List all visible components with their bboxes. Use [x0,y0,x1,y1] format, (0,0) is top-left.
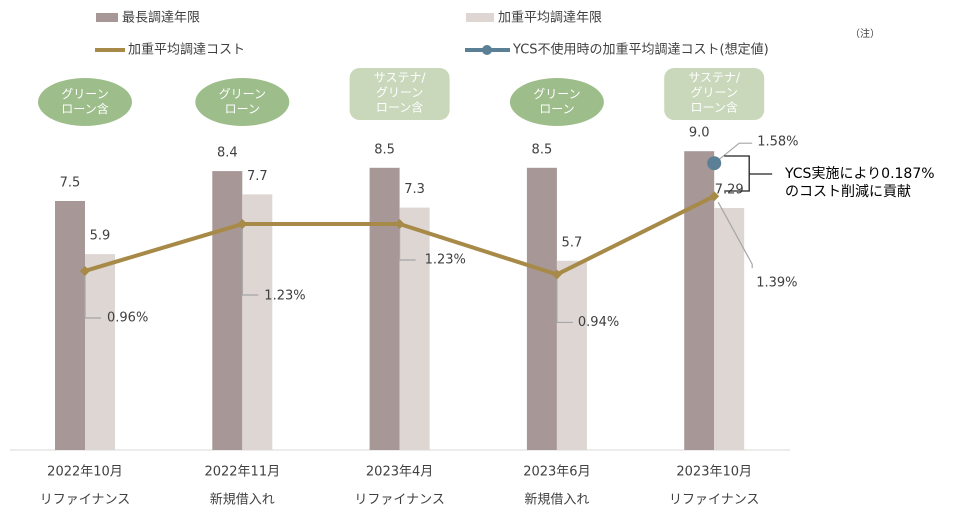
line-marker [237,219,248,230]
x-tick-label: 2022年10月 [47,465,123,480]
legend-label: 加重平均調達コスト [128,42,245,58]
badge [509,78,604,126]
bar-label: 8.5 [532,142,553,157]
bar [556,260,587,450]
bar-label: 5.7 [562,235,583,250]
bar [85,254,115,450]
badge-text: ローン含 [690,100,737,115]
line-label: 0.94% [578,315,619,330]
bar [684,151,715,450]
x-tick-label: リファイナンス [40,493,130,508]
bar-label: 8.4 [217,146,238,161]
legend-label: YCS不使用時の加重平均調達コスト(想定値) [512,42,769,58]
annotation: のコスト削減に貢献 [785,183,911,200]
badge-text: グリーン [533,87,580,101]
leader-line [399,228,416,261]
badge-text: グリーン [219,87,266,101]
line-label: 0.96% [107,310,148,325]
leader-line [556,278,573,324]
bar-label: 7.3 [404,182,425,197]
bar [212,171,243,450]
x-tick-label: 2022年11月 [204,465,280,480]
note: （注） [850,27,880,40]
badge-text: グリーン [61,87,108,101]
line-marker [394,219,405,230]
bar-label: 7.29 [715,182,744,197]
bar-label: 7.5 [60,176,81,191]
badge [349,68,450,120]
bar [526,167,557,451]
leader-line [241,228,259,296]
x-tick-label: 新規借入れ [524,492,589,508]
bar [714,207,745,450]
legend-swatch [466,13,494,22]
bar [369,167,400,451]
line-label: 1.23% [264,289,305,304]
annotation: YCS実施により0.187% [784,166,935,182]
badge [664,68,765,120]
line-label: 1.23% [425,253,466,268]
x-tick-label: リファイナンス [669,493,759,508]
point-label: 1.58% [757,135,798,150]
bar-label: 7.7 [247,169,268,184]
badge-text: グリーン [690,86,737,100]
line-marker [80,265,90,276]
line-marker [551,269,562,280]
bar-label: 5.9 [90,229,111,244]
x-tick-label: 2023年10月 [676,465,752,480]
legend-swatch [96,13,118,22]
leader-line [717,201,753,269]
point [707,156,722,171]
line-marker [709,191,720,202]
bar-label: 8.5 [374,142,395,157]
x-tick-label: 2023年4月 [366,465,433,480]
badge-text: ローン [225,102,260,116]
line-label: 1.39% [756,276,797,291]
bar [399,207,430,450]
legend-label: 加重平均調達年限 [498,10,602,26]
x-tick-label: 2023年6月 [523,465,590,480]
badge-text: ローン [539,102,574,116]
legend-label: 最長調達年限 [122,11,200,26]
bar [55,201,85,450]
x-tick-label: 新規借入れ [210,492,275,508]
x-tick-label: リファイナンス [354,493,444,508]
badge [38,78,132,126]
badge [195,78,290,126]
badge-text: ローン含 [61,101,108,116]
badge-text: ローン含 [376,100,423,115]
badge-text: サステナ/ [688,71,741,85]
bar-label: 9.0 [689,126,710,141]
leader-line [84,274,101,319]
leader-line [717,142,753,161]
legend-marker [482,45,492,55]
bar [242,194,273,450]
badge-text: グリーン [376,86,423,100]
badge-text: サステナ/ [374,71,427,85]
